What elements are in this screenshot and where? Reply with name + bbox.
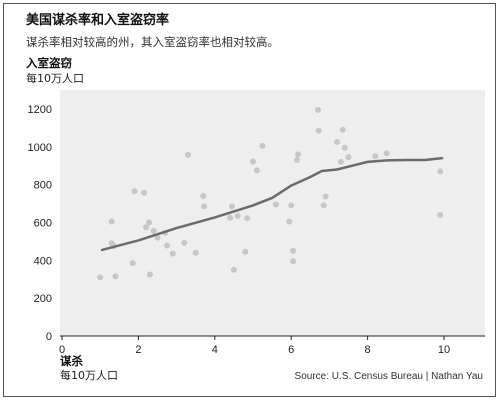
data-point xyxy=(339,126,346,133)
scatter-chart: 美国谋杀率和入室盗窃率 谋杀率相对较高的州，其入室盗窃率也相对较高。 入室盗窃 … xyxy=(26,12,485,382)
data-point xyxy=(244,215,251,222)
data-point xyxy=(295,151,302,158)
x-tick-label: 4 xyxy=(212,344,218,356)
data-point xyxy=(112,273,119,280)
y-axis-unit: 每10万人口 xyxy=(26,71,84,85)
x-tick-label: 8 xyxy=(365,344,371,356)
data-point xyxy=(164,242,171,249)
x-tick-label: 2 xyxy=(135,344,141,356)
data-point xyxy=(250,158,256,165)
y-axis-label: 入室盗窃 xyxy=(26,56,72,70)
data-point xyxy=(150,227,157,234)
data-point xyxy=(129,260,136,267)
data-point xyxy=(169,250,176,257)
x-tick-label: 6 xyxy=(288,344,294,356)
data-point xyxy=(272,201,279,208)
data-point xyxy=(181,239,188,246)
data-point xyxy=(293,157,300,164)
data-point xyxy=(259,142,266,149)
data-point xyxy=(143,224,150,231)
data-point xyxy=(253,167,260,174)
plot-area xyxy=(60,90,485,336)
data-point xyxy=(372,153,379,160)
data-point xyxy=(108,218,115,225)
y-tick-label: 200 xyxy=(34,293,52,305)
data-point xyxy=(341,144,348,151)
data-point xyxy=(234,212,241,219)
data-point xyxy=(322,193,329,200)
y-axis-ticks: 0 200 400 600 800 1000 1200 xyxy=(28,104,52,343)
x-axis-unit: 每10万人口 xyxy=(60,368,118,382)
data-point xyxy=(228,203,235,210)
data-point xyxy=(146,219,153,226)
x-axis-ticks: 0 2 4 6 8 10 xyxy=(59,336,450,356)
x-tick-label: 0 xyxy=(59,344,65,356)
data-point xyxy=(320,202,327,209)
data-point xyxy=(334,139,341,146)
chart-title: 美国谋杀率和入室盗窃率 xyxy=(26,12,169,28)
data-point xyxy=(242,248,249,255)
data-point xyxy=(201,203,208,210)
data-point xyxy=(345,154,352,161)
data-point xyxy=(97,274,104,281)
data-point xyxy=(141,189,148,196)
y-tick-label: 0 xyxy=(46,331,52,343)
data-point xyxy=(290,247,297,254)
chart-subtitle: 谋杀率相对较高的州，其入室盗窃率也相对较高。 xyxy=(26,35,279,49)
data-point xyxy=(192,249,199,256)
data-point xyxy=(314,106,321,113)
data-point xyxy=(437,211,444,218)
y-tick-label: 800 xyxy=(34,180,52,192)
y-tick-label: 1200 xyxy=(28,104,52,116)
data-point xyxy=(230,266,237,273)
data-point xyxy=(200,192,207,199)
data-point xyxy=(227,214,234,221)
data-point xyxy=(290,258,297,265)
data-point xyxy=(146,271,153,278)
data-point xyxy=(286,218,293,225)
data-point xyxy=(337,158,344,165)
trend-line xyxy=(100,156,444,252)
x-axis-label: 谋杀 xyxy=(60,354,83,368)
chart-frame: 美国谋杀率和入室盗窃率 谋杀率相对较高的州，其入室盗窃率也相对较高。 入室盗窃 … xyxy=(3,3,496,397)
source-note: Source: U.S. Census Bureau | Nathan Yau xyxy=(295,371,483,382)
y-tick-label: 1000 xyxy=(28,142,52,154)
data-point xyxy=(437,168,444,175)
x-tick-label: 10 xyxy=(438,344,450,356)
data-point xyxy=(154,234,161,241)
data-point xyxy=(383,150,390,157)
data-point xyxy=(185,151,192,158)
data-point xyxy=(288,202,295,209)
y-tick-label: 400 xyxy=(34,255,52,267)
data-point xyxy=(131,188,138,195)
data-point xyxy=(315,127,322,134)
y-tick-label: 600 xyxy=(34,217,52,229)
